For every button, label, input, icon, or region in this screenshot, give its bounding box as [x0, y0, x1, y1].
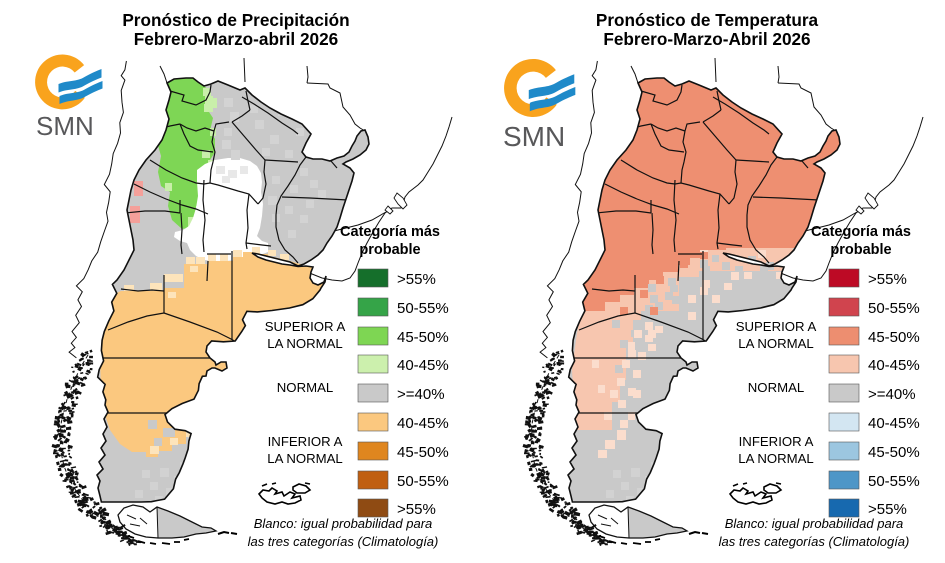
svg-text:INFERIOR A: INFERIOR A	[739, 434, 814, 449]
svg-text:>=40%: >=40%	[868, 386, 916, 403]
svg-text:LA NORMAL: LA NORMAL	[738, 451, 814, 466]
svg-text:LA NORMAL: LA NORMAL	[738, 336, 814, 351]
svg-text:40-45%: 40-45%	[868, 357, 920, 374]
svg-text:45-50%: 45-50%	[397, 329, 449, 346]
svg-text:>55%: >55%	[868, 271, 907, 288]
svg-text:las tres categorías (Climatolo: las tres categorías (Climatología)	[248, 534, 439, 549]
svg-text:Blanco: igual probabilidad par: Blanco: igual probabilidad para	[725, 516, 904, 531]
svg-text:Pronóstico de Temperatura: Pronóstico de Temperatura	[596, 10, 819, 30]
svg-text:LA NORMAL: LA NORMAL	[267, 336, 343, 351]
svg-text:probable: probable	[830, 242, 891, 258]
svg-text:40-45%: 40-45%	[397, 357, 449, 374]
svg-text:>=40%: >=40%	[397, 386, 445, 403]
svg-text:>55%: >55%	[397, 271, 436, 288]
svg-text:50-55%: 50-55%	[397, 300, 449, 317]
svg-text:NORMAL: NORMAL	[277, 380, 333, 395]
svg-text:>55%: >55%	[868, 501, 907, 518]
svg-text:SUPERIOR A: SUPERIOR A	[736, 319, 817, 334]
svg-text:las tres categorías (Climatolo: las tres categorías (Climatología)	[719, 534, 910, 549]
svg-text:SUPERIOR A: SUPERIOR A	[265, 319, 346, 334]
svg-text:Febrero-Marzo-Abril 2026: Febrero-Marzo-Abril 2026	[603, 29, 810, 49]
svg-text:Categoría más: Categoría más	[340, 224, 440, 240]
svg-text:Pronóstico de Precipitación: Pronóstico de Precipitación	[122, 10, 349, 30]
svg-text:40-45%: 40-45%	[397, 415, 449, 432]
svg-text:INFERIOR A: INFERIOR A	[268, 434, 343, 449]
svg-text:50-55%: 50-55%	[868, 300, 920, 317]
svg-text:45-50%: 45-50%	[397, 444, 449, 461]
svg-text:SMN: SMN	[503, 121, 565, 152]
svg-text:probable: probable	[359, 242, 420, 258]
svg-text:50-55%: 50-55%	[868, 473, 920, 490]
svg-text:SMN: SMN	[36, 111, 94, 141]
svg-text:40-45%: 40-45%	[868, 415, 920, 432]
svg-text:Febrero-Marzo-abril 2026: Febrero-Marzo-abril 2026	[134, 29, 338, 49]
svg-text:Categoría más: Categoría más	[811, 224, 911, 240]
svg-text:NORMAL: NORMAL	[748, 380, 804, 395]
svg-text:Blanco: igual probabilidad par: Blanco: igual probabilidad para	[254, 516, 433, 531]
svg-text:45-50%: 45-50%	[868, 329, 920, 346]
svg-text:45-50%: 45-50%	[868, 444, 920, 461]
svg-text:50-55%: 50-55%	[397, 473, 449, 490]
svg-text:>55%: >55%	[397, 501, 436, 518]
svg-text:LA NORMAL: LA NORMAL	[267, 451, 343, 466]
